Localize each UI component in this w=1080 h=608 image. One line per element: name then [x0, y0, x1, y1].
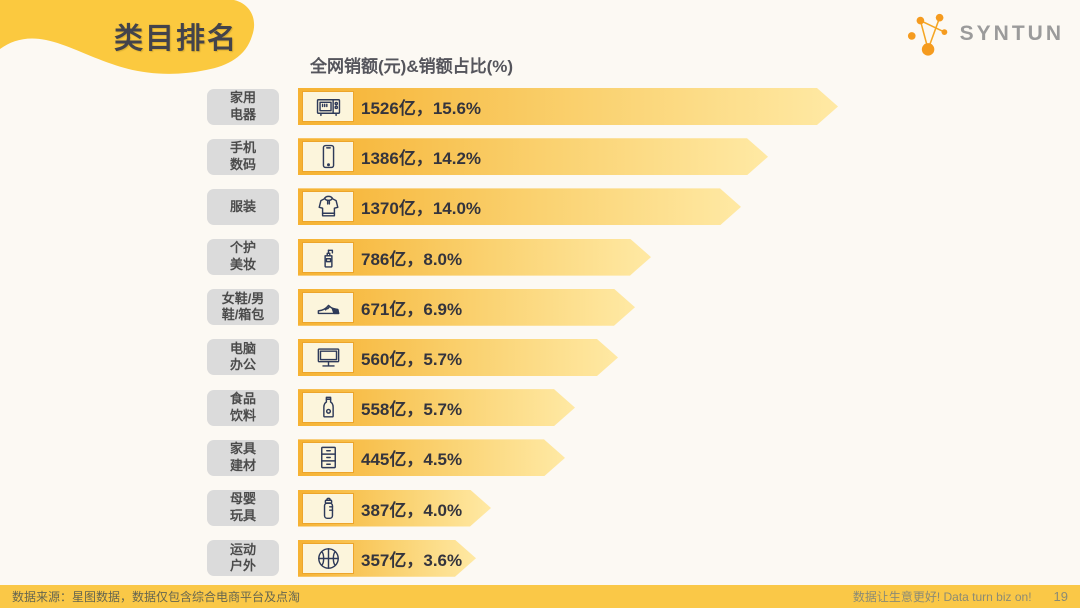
category-label: 母婴 玩具: [207, 490, 279, 526]
lotion-pump-icon: [302, 242, 354, 273]
sales-bar: 671亿，6.9%: [298, 289, 635, 326]
sales-bar: 786亿，8.0%: [298, 239, 651, 276]
category-label-line: 办公: [229, 357, 256, 373]
monitor-icon: [302, 342, 354, 373]
category-label-line: 运动: [229, 541, 256, 557]
smartphone-icon: [302, 141, 354, 172]
basketball-icon: [302, 543, 354, 574]
sales-bar: 357亿，3.6%: [298, 540, 476, 577]
category-label-line: 电脑: [229, 340, 256, 356]
bar-value: 357亿，3.6%: [361, 550, 463, 570]
category-label-line: 手机: [229, 140, 256, 156]
microwave-icon: [302, 91, 354, 122]
category-label-line: 玩具: [229, 508, 256, 523]
bar-value: 387亿，4.0%: [361, 500, 463, 520]
sales-bar: 387亿，4.0%: [298, 490, 491, 527]
bar-value: 558亿，5.7%: [361, 400, 463, 420]
category-row: 女鞋/男 鞋/箱包 671亿，6.9%: [207, 289, 838, 326]
sales-bar: 1370亿，14.0%: [298, 188, 741, 225]
category-label: 家用 电器: [207, 88, 279, 125]
category-row: 电脑 办公 560亿，5.7%: [207, 339, 838, 376]
footer-bar: 数据来源：星图数据，数据仅包含综合电商平台及点淘 数据让生意更好! Data t…: [0, 585, 1080, 608]
page-number: 19: [1053, 589, 1068, 604]
category-label: 家具 建材: [207, 439, 279, 476]
category-label-line: 食品: [229, 391, 256, 406]
page-title: 类目排名: [113, 23, 238, 55]
category-label: 女鞋/男 鞋/箱包: [207, 289, 279, 326]
category-row: 家用 电器 1526亿，15.6%: [207, 88, 838, 125]
sweater-icon: [302, 191, 354, 222]
sales-bar: 1386亿，14.2%: [298, 138, 768, 175]
bar-value: 786亿，8.0%: [361, 249, 463, 269]
category-label-line: 家用: [229, 89, 256, 105]
category-label-line: 母婴: [229, 491, 256, 507]
bar-value: 1386亿，14.2%: [361, 149, 482, 169]
bottle-icon: [302, 392, 354, 423]
category-label: 手机 数码: [207, 138, 279, 175]
category-label-line: 电器: [229, 106, 256, 122]
category-row: 家具 建材 445亿，4.5%: [207, 439, 838, 476]
category-label-line: 建材: [229, 457, 256, 473]
category-label: 电脑 办公: [207, 339, 279, 376]
category-label: 运动 户外: [207, 540, 279, 577]
category-label: 服装: [207, 188, 279, 225]
category-label-line: 家具: [229, 441, 256, 457]
category-label-line: 户外: [229, 558, 256, 574]
category-row: 食品 饮料 558亿，5.7%: [207, 389, 838, 426]
footer-slogan: 数据让生意更好! Data turn biz on!: [852, 590, 1032, 604]
logo-text: SYNTUN: [959, 22, 1064, 45]
sneaker-icon: [302, 292, 354, 323]
bar-value: 671亿，6.9%: [361, 299, 463, 319]
category-row: 运动 户外 357亿，3.6%: [207, 540, 838, 577]
footer-right: 数据让生意更好! Data turn biz on! 19: [853, 588, 1068, 605]
category-bar-chart: 家用 电器 1526亿，15.6% 手机 数码 1386亿，14.2% 服装 1370亿，14…: [207, 88, 838, 590]
syntun-network-icon: [907, 13, 947, 56]
category-row: 服装 1370亿，14.0%: [207, 188, 838, 225]
syntun-logo: SYNTUN: [906, 10, 1064, 58]
category-label-line: 女鞋/男: [221, 290, 265, 306]
sales-bar: 560亿，5.7%: [298, 339, 618, 376]
bar-value: 445亿，4.5%: [361, 450, 463, 470]
category-row: 个护 美妆 786亿，8.0%: [207, 239, 838, 276]
category-label: 食品 饮料: [207, 389, 279, 426]
sales-bar: 1526亿，15.6%: [298, 88, 838, 125]
yellow-blob-shape: [0, 0, 255, 74]
category-label: 个护 美妆: [207, 239, 279, 276]
category-label-line: 服装: [229, 198, 256, 214]
category-label-line: 鞋/箱包: [221, 307, 265, 323]
category-label-line: 数码: [229, 156, 256, 172]
sales-bar: 558亿，5.7%: [298, 389, 575, 426]
bar-value: 560亿，5.7%: [361, 349, 463, 369]
category-label-line: 饮料: [229, 407, 256, 423]
category-row: 母婴 玩具 387亿，4.0%: [207, 490, 838, 527]
sales-bar: 445亿，4.5%: [298, 439, 565, 476]
data-source-note: 数据来源：星图数据，数据仅包含综合电商平台及点淘: [12, 590, 301, 604]
drawers-icon: [302, 442, 354, 473]
bar-value: 1526亿，15.6%: [361, 99, 482, 118]
header-banner: 类目排名: [0, 0, 262, 82]
baby-bottle-icon: [302, 493, 354, 524]
bar-value: 1370亿，14.0%: [361, 199, 482, 219]
category-row: 手机 数码 1386亿，14.2%: [207, 138, 838, 175]
category-label-line: 个护: [229, 240, 256, 256]
chart-title: 全网销额(元)&销额占比(%): [310, 57, 514, 76]
category-label-line: 美妆: [229, 257, 256, 273]
